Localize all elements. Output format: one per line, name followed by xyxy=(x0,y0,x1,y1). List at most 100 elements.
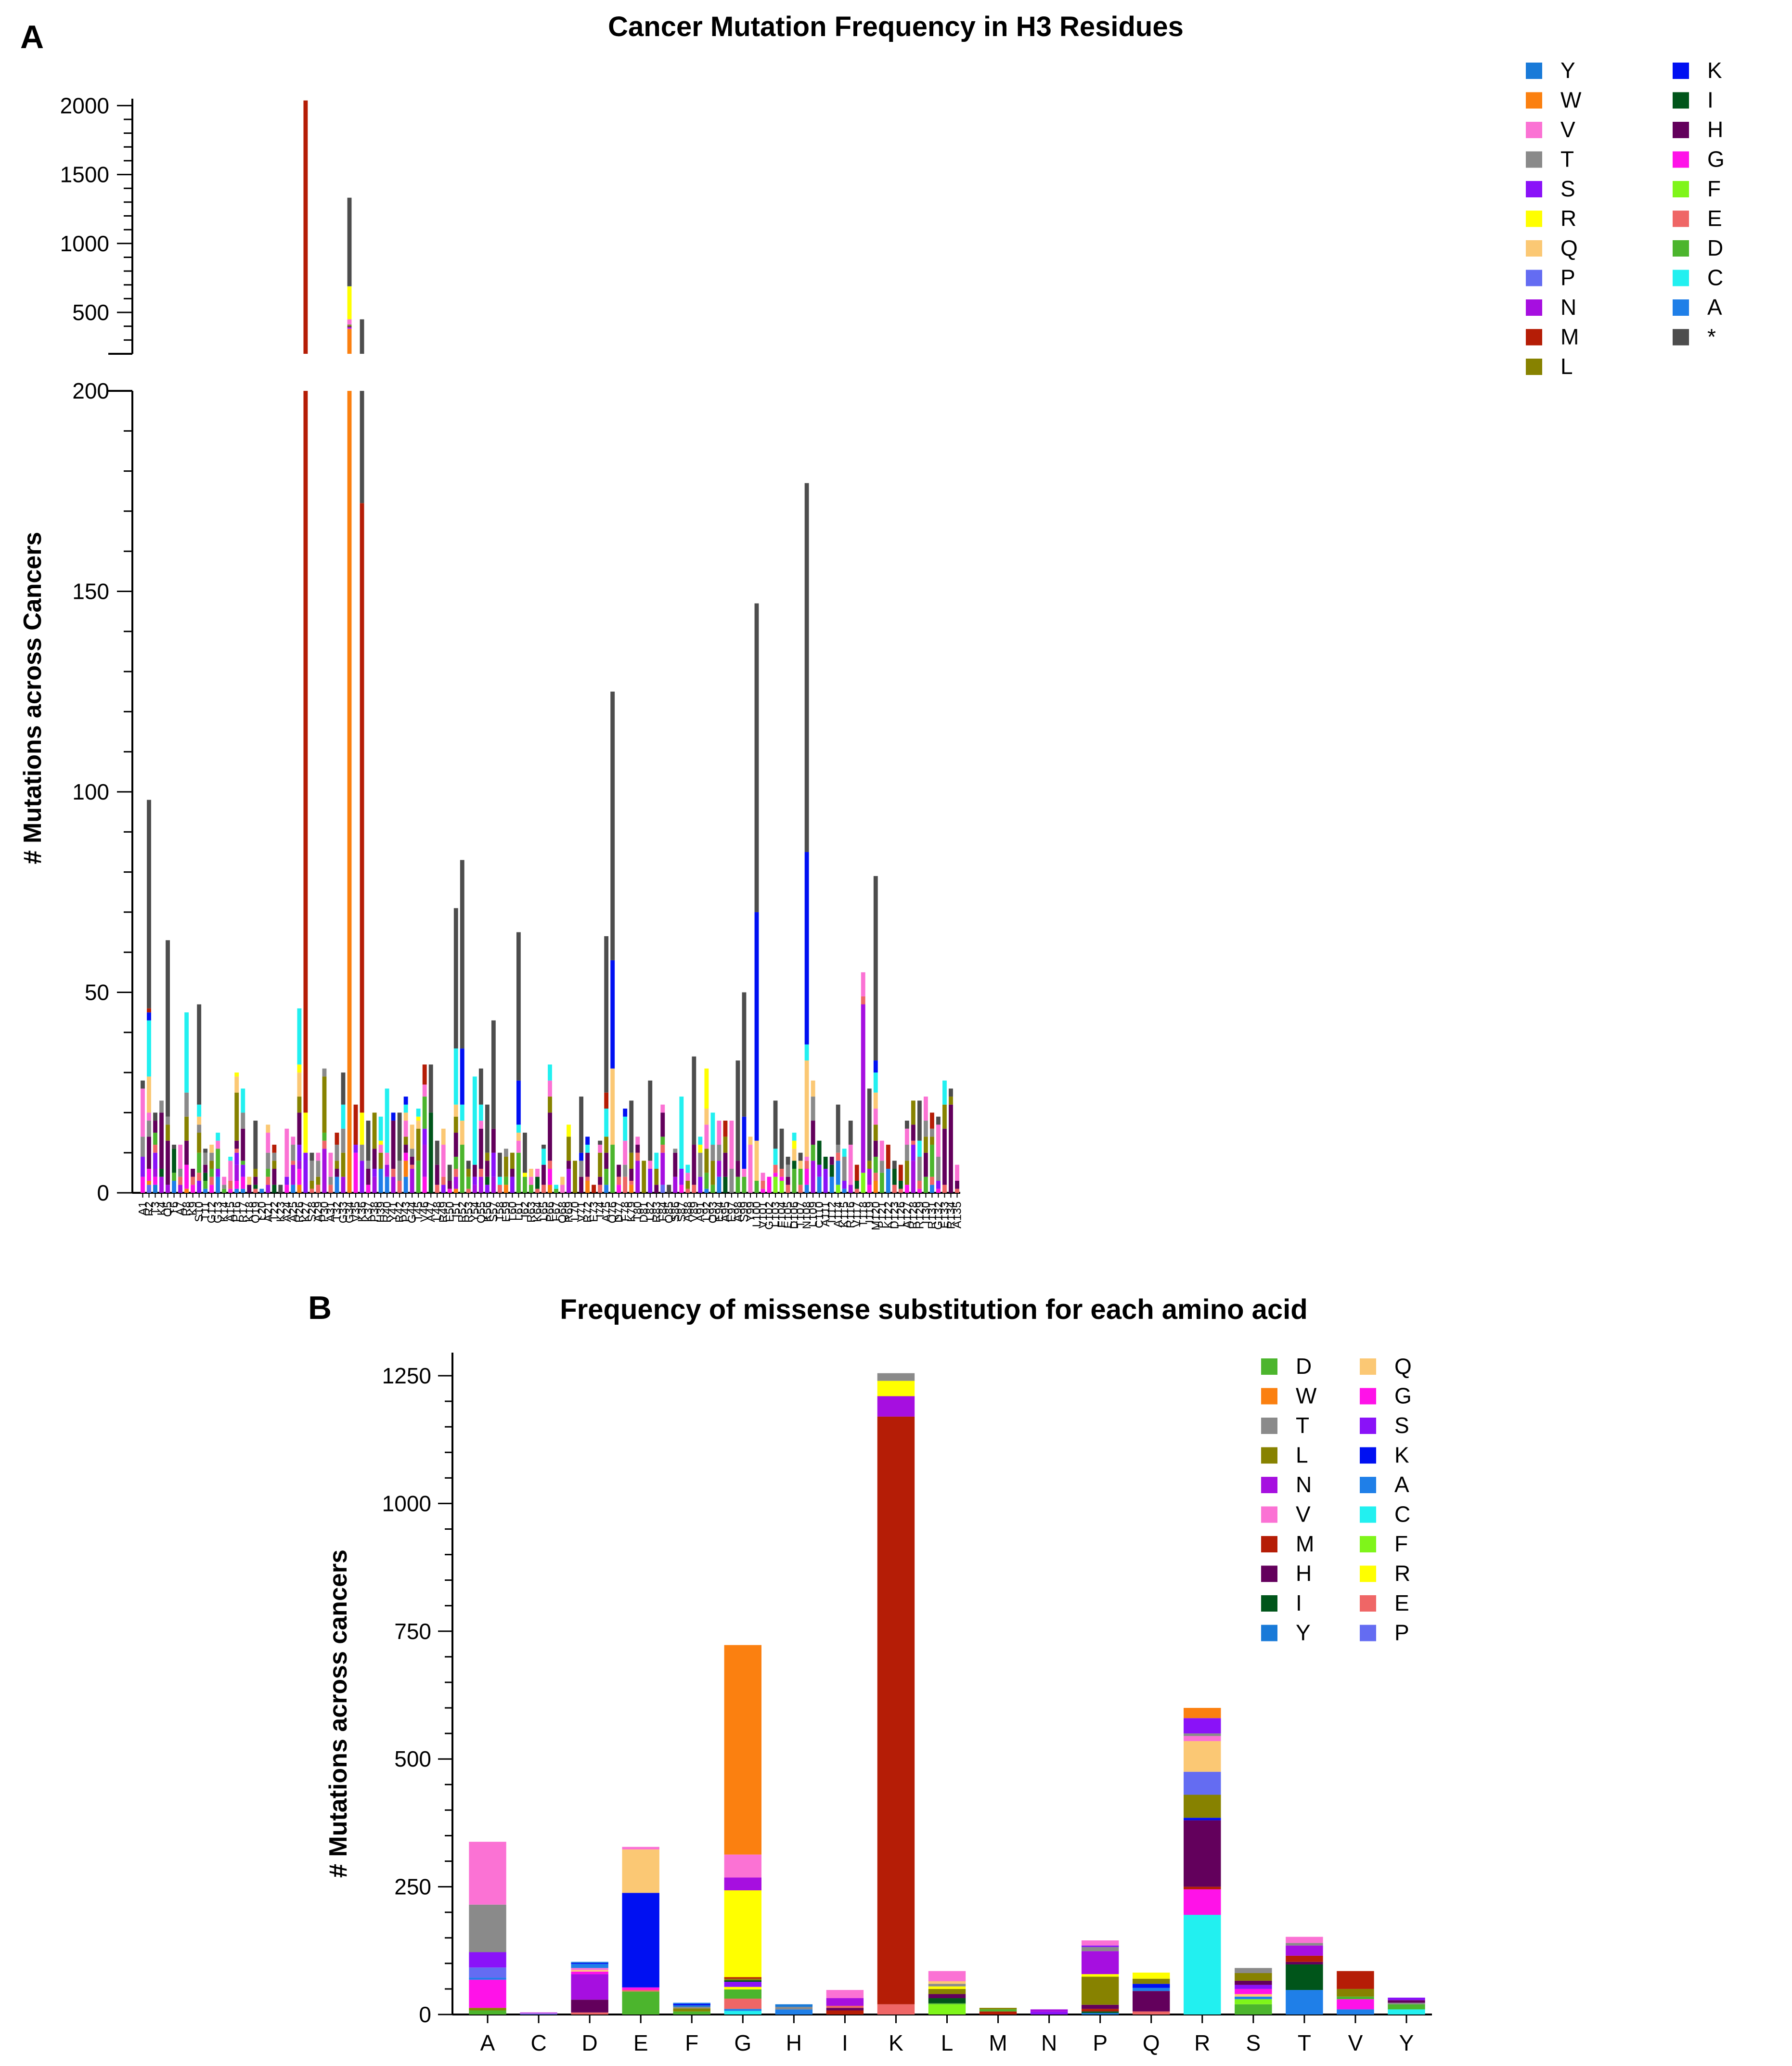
b-y-tick-label: 250 xyxy=(394,1874,431,1899)
a-bar-segment xyxy=(422,1085,427,1097)
b-bar-segment xyxy=(1337,1971,1374,1989)
a-bar-segment xyxy=(579,1176,584,1193)
a-y-tick-label: 2000 xyxy=(60,93,109,118)
b-legend-label: D xyxy=(1296,1354,1312,1379)
a-bar-segment xyxy=(410,1157,414,1165)
a-legend-label: Q xyxy=(1560,235,1578,260)
a-bar-segment xyxy=(416,1116,421,1121)
a-bar-segment xyxy=(241,1176,245,1189)
a-x-tick-label: A75 xyxy=(600,1201,613,1222)
a-bar-segment xyxy=(460,1048,464,1105)
a-bar-segment xyxy=(184,1164,189,1189)
a-bar-segment xyxy=(930,1128,934,1137)
a-bar-segment xyxy=(541,1145,546,1149)
a-bar-segment xyxy=(360,319,364,354)
b-bar-segment xyxy=(724,2011,761,2014)
a-x-tick-label: L103 xyxy=(769,1201,782,1227)
a-bar-segment xyxy=(617,1185,621,1193)
b-bar-segment xyxy=(469,1979,506,2008)
a-bar-segment xyxy=(410,1124,414,1149)
a-bar-segment xyxy=(472,1185,477,1193)
a-x-tick-label: T80 xyxy=(632,1201,645,1221)
a-x-tick-label: E94 xyxy=(713,1201,726,1222)
b-bar-segment xyxy=(928,2004,966,2014)
a-bar-segment xyxy=(873,1072,878,1093)
a-x-tick-label: K4 xyxy=(155,1201,168,1215)
a-bar-segment xyxy=(297,1169,302,1185)
a-bar-segment xyxy=(535,1169,540,1177)
a-bar-segment xyxy=(166,1140,170,1185)
b-bar-segment xyxy=(1081,2013,1119,2014)
b-bar-segment xyxy=(622,1846,659,1850)
a-legend-label: G xyxy=(1707,147,1725,172)
b-bar-segment xyxy=(1184,1886,1221,1889)
a-bar-segment xyxy=(309,1161,314,1181)
a-x-tick-label: T3 xyxy=(149,1201,162,1215)
a-bar-segment xyxy=(867,1185,872,1193)
a-bar-segment xyxy=(391,1169,396,1177)
panel-a-y-axis-label: # Mutations across Cancers xyxy=(19,532,47,865)
b-bar-segment xyxy=(1388,2000,1425,2003)
a-legend-label: S xyxy=(1560,176,1575,201)
b-legend-swatch xyxy=(1261,1447,1277,1464)
b-legend-label: F xyxy=(1394,1531,1408,1556)
a-y-tick-label: 0 xyxy=(97,1180,109,1205)
b-bar-segment xyxy=(1184,1741,1221,1772)
a-x-tick-label: V89 xyxy=(688,1201,701,1222)
a-legend-label: L xyxy=(1560,354,1573,379)
a-bar-segment xyxy=(403,1176,408,1193)
a-bar-segment xyxy=(917,1157,922,1181)
a-bar-segment xyxy=(829,1157,834,1165)
a-x-tick-label: G33 xyxy=(337,1201,350,1223)
a-bar-segment xyxy=(341,1128,346,1153)
a-x-tick-label: Q93 xyxy=(707,1201,720,1223)
a-bar-segment xyxy=(341,1104,346,1129)
a-bar-segment xyxy=(579,1097,584,1153)
b-bar-segment xyxy=(469,1977,506,1980)
a-bar-segment xyxy=(604,1185,609,1193)
b-bar-segment xyxy=(1235,1985,1272,1989)
a-bar-segment xyxy=(328,1152,333,1177)
panel-a-axes: 0 50 100 150 200 500 1000 1500 2000 xyxy=(60,93,960,1205)
a-bar-segment xyxy=(228,1157,233,1161)
a-bar-segment xyxy=(347,324,352,325)
a-bar-segment xyxy=(604,1136,609,1153)
a-bar-segment xyxy=(848,1185,853,1193)
a-bar-segment xyxy=(147,1112,151,1121)
a-bar-segment xyxy=(460,1145,464,1193)
a-bar-segment xyxy=(867,1088,872,1161)
a-legend-label: D xyxy=(1707,235,1723,260)
a-bar-segment xyxy=(723,1152,728,1177)
a-bar-segment xyxy=(623,1116,628,1141)
a-bar-segment xyxy=(453,1157,458,1169)
a-bar-segment xyxy=(341,1072,346,1105)
a-bar-segment xyxy=(854,1188,859,1193)
a-bar-segment xyxy=(623,1140,628,1165)
a-bar-segment xyxy=(823,1169,828,1193)
a-bar-segment xyxy=(629,1100,634,1153)
a-bar-segment xyxy=(403,1097,408,1105)
a-bar-segment xyxy=(698,1176,703,1193)
a-bar-segment xyxy=(717,1176,722,1193)
a-legend-label: H xyxy=(1707,117,1723,142)
a-bar-segment xyxy=(159,1100,164,1113)
a-bar-segment xyxy=(873,1181,878,1193)
a-x-tick-label: E105 xyxy=(782,1201,795,1228)
a-bar-segment xyxy=(485,1161,490,1177)
a-bar-segment xyxy=(360,503,364,1113)
a-bar-segment xyxy=(403,1161,408,1177)
panel-b-letter: B xyxy=(308,1290,332,1326)
a-bar-segment xyxy=(378,1116,383,1141)
a-bar-segment xyxy=(247,1176,252,1185)
a-bar-segment xyxy=(266,1133,271,1153)
a-bar-segment xyxy=(535,1176,540,1189)
b-legend-label: S xyxy=(1394,1413,1409,1438)
a-bar-segment xyxy=(898,1164,903,1181)
a-bar-segment xyxy=(234,1149,239,1153)
b-legend-label: M xyxy=(1296,1531,1314,1556)
b-bar-segment xyxy=(469,1842,506,1905)
a-bar-segment xyxy=(253,1188,258,1193)
a-bar-segment xyxy=(360,391,364,504)
b-bar-segment xyxy=(826,2008,864,2011)
